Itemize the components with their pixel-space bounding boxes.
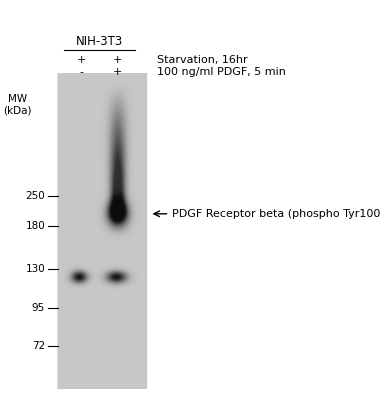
Text: +: + xyxy=(76,55,86,65)
Text: NIH-3T3: NIH-3T3 xyxy=(76,35,123,48)
Text: 100 ng/ml PDGF, 5 min: 100 ng/ml PDGF, 5 min xyxy=(157,67,286,77)
Text: 130: 130 xyxy=(25,264,45,274)
Text: -: - xyxy=(79,67,83,77)
Text: PDGF Receptor beta (phospho Tyr1009): PDGF Receptor beta (phospho Tyr1009) xyxy=(172,209,380,219)
Text: 72: 72 xyxy=(32,341,45,351)
Text: 250: 250 xyxy=(25,191,45,201)
Text: Starvation, 16hr: Starvation, 16hr xyxy=(157,55,248,65)
Text: +: + xyxy=(112,55,122,65)
Text: +: + xyxy=(112,67,122,77)
Text: 180: 180 xyxy=(25,221,45,231)
Text: 95: 95 xyxy=(32,304,45,314)
Text: MW
(kDa): MW (kDa) xyxy=(3,94,32,115)
